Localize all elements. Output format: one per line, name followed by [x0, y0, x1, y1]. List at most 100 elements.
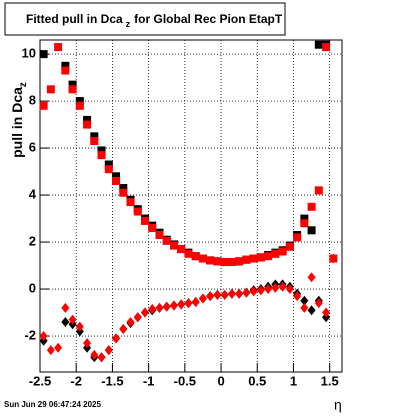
square-marker [184, 249, 193, 258]
square-marker [126, 198, 135, 207]
square-marker [213, 257, 222, 266]
square-marker [104, 160, 113, 169]
diamond-marker [278, 281, 287, 292]
square-marker [90, 137, 99, 146]
diamond-marker [148, 304, 157, 315]
diamond-marker [198, 293, 207, 304]
diamond-marker [141, 307, 150, 318]
square-marker [75, 101, 84, 110]
square-marker [300, 214, 309, 223]
square-marker [322, 43, 331, 52]
diamond-marker [126, 316, 135, 327]
diamond-marker [169, 300, 178, 311]
diamond-marker [300, 295, 309, 306]
diamond-marker [322, 307, 331, 318]
square-marker [39, 101, 48, 110]
diamond-marker [61, 316, 70, 327]
diamond-marker [242, 287, 251, 298]
diamond-marker [264, 284, 273, 295]
square-marker [191, 252, 200, 261]
square-marker [46, 85, 55, 94]
square-marker [133, 207, 142, 216]
diamond-marker [97, 352, 106, 363]
square-marker [112, 176, 121, 185]
diamond-marker [83, 338, 92, 349]
square-marker [198, 254, 207, 263]
x-tick-label: -2.5 [29, 373, 51, 388]
square-marker [293, 233, 302, 242]
diamond-marker [293, 291, 302, 302]
diamond-marker [235, 288, 244, 299]
y-tick-label: 10 [22, 46, 36, 61]
square-marker [75, 97, 84, 106]
y-tick-label: -2 [24, 327, 36, 342]
y-tick-label: 4 [29, 187, 37, 202]
square-marker [155, 231, 164, 240]
square-marker [314, 186, 323, 195]
square-marker [256, 253, 265, 262]
diamond-marker [112, 333, 121, 344]
x-tick-label: 1.5 [321, 373, 339, 388]
x-tick-label: -2 [70, 373, 82, 388]
diamond-marker [155, 302, 164, 313]
diamond-marker [213, 289, 222, 300]
square-marker [169, 241, 178, 250]
diamond-marker [227, 288, 236, 299]
y-tick-label: 6 [29, 140, 36, 155]
diamond-marker [61, 302, 70, 313]
diamond-marker [256, 285, 265, 296]
diamond-marker [206, 291, 215, 302]
square-marker [141, 216, 150, 225]
diamond-marker [271, 282, 280, 293]
square-marker [220, 258, 229, 267]
diamond-marker [68, 314, 77, 325]
square-marker [112, 172, 121, 181]
x-tick-label: 1 [290, 373, 297, 388]
title-box [4, 2, 286, 36]
diamond-marker [329, 253, 338, 264]
x-tick-label: -1 [143, 373, 155, 388]
y-tick-label: 2 [29, 234, 36, 249]
y-tick-label: 0 [29, 280, 36, 295]
diamond-marker [285, 284, 294, 295]
diamond-marker [46, 345, 55, 356]
square-marker [90, 132, 99, 141]
diamond-marker [119, 324, 128, 335]
diamond-marker [191, 296, 200, 307]
square-marker [54, 43, 63, 52]
square-marker [307, 226, 316, 235]
square-marker [61, 66, 70, 75]
diamond-marker [54, 342, 63, 353]
chart-title: Fitted pull in Dca z for Global Rec Pion E… [26, 12, 283, 29]
plot-frame [39, 39, 343, 373]
square-marker [177, 245, 186, 254]
diamond-marker [133, 312, 142, 323]
diamond-marker [104, 345, 113, 356]
footer-date: Sun Jun 29 06:47:24 2025 [4, 400, 101, 409]
diamond-marker [162, 301, 171, 312]
diamond-marker [220, 289, 229, 300]
square-marker [271, 249, 280, 258]
square-marker [249, 254, 258, 263]
square-marker [285, 242, 294, 251]
square-marker [162, 236, 171, 245]
square-marker [264, 252, 273, 261]
diamond-marker [75, 321, 84, 332]
x-tick-label: 0.5 [248, 373, 266, 388]
diamond-marker [307, 305, 316, 316]
x-axis-label: η [334, 397, 342, 413]
square-marker [83, 120, 92, 129]
diamond-marker [249, 286, 258, 297]
square-marker [68, 80, 77, 89]
y-tick-label: 8 [29, 93, 36, 108]
square-marker [97, 146, 106, 155]
diamond-marker [184, 298, 193, 309]
square-marker [104, 165, 113, 174]
square-marker [300, 219, 309, 228]
square-marker [119, 184, 128, 193]
square-marker [119, 188, 128, 197]
square-marker [307, 202, 316, 211]
square-marker [39, 50, 48, 59]
